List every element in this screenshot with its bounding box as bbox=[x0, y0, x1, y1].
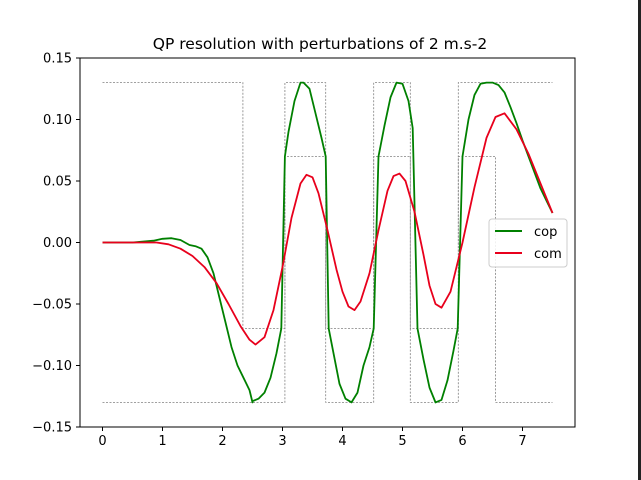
y-tick-label: −0.15 bbox=[32, 421, 72, 436]
x-tick-label: 7 bbox=[518, 434, 526, 449]
x-tick-label: 6 bbox=[458, 434, 466, 449]
x-axis: 0 1 2 3 4 5 6 7 bbox=[98, 427, 527, 449]
bound-line-1 bbox=[102, 155, 553, 403]
y-tick-label: 0.15 bbox=[43, 52, 72, 67]
y-tick-label: −0.05 bbox=[32, 298, 72, 313]
x-tick-label: 3 bbox=[278, 434, 286, 449]
y-tick-label: 0.05 bbox=[43, 175, 72, 190]
x-tick-label: 5 bbox=[398, 434, 406, 449]
y-tick-label: 0.00 bbox=[43, 236, 72, 251]
x-tick-label: 4 bbox=[338, 434, 346, 449]
series-line-com bbox=[102, 112, 554, 346]
legend-label-cop: cop bbox=[534, 225, 557, 240]
y-tick-label: −0.10 bbox=[32, 359, 72, 374]
x-tick-label: 1 bbox=[158, 434, 166, 449]
legend-label-com: com bbox=[534, 247, 562, 262]
chart-title: QP resolution with perturbations of 2 m.… bbox=[153, 35, 487, 53]
x-tick-label: 0 bbox=[98, 434, 106, 449]
y-axis: −0.15 −0.10 −0.05 0.00 0.05 0.10 0.15 bbox=[32, 52, 80, 436]
series-line-cop bbox=[102, 81, 554, 404]
series-layer bbox=[102, 81, 554, 404]
y-tick-label: 0.10 bbox=[43, 113, 72, 128]
x-tick-label: 2 bbox=[218, 434, 226, 449]
legend: cop com bbox=[488, 218, 568, 268]
window-edge bbox=[638, 0, 641, 480]
